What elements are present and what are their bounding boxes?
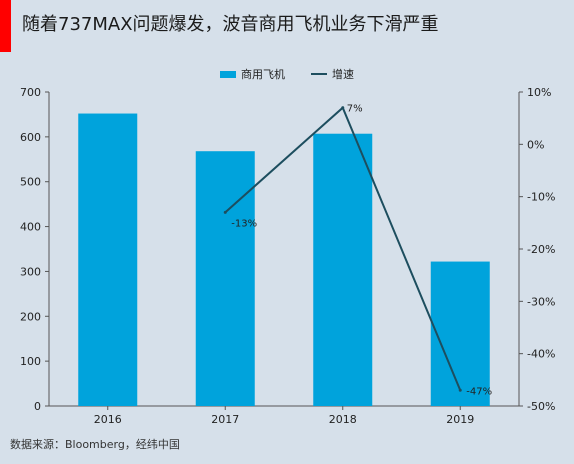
y-left-tick-label: 700	[20, 86, 41, 99]
legend: 商用飞机 增速	[0, 66, 574, 82]
y-right-tick-label: 10%	[527, 86, 551, 99]
y-right-tick-label: -50%	[527, 400, 555, 413]
chart-title: 随着737MAX问题爆发，波音商用飞机业务下滑严重	[22, 14, 439, 35]
growth-point	[341, 106, 345, 110]
growth-point	[458, 388, 462, 392]
y-left-tick-label: 200	[20, 310, 41, 323]
y-left-tick-label: 0	[34, 400, 41, 413]
bar	[430, 261, 490, 406]
y-left-tick-label: 100	[20, 355, 41, 368]
y-right-tick-label: -40%	[527, 348, 555, 361]
bar	[195, 151, 255, 406]
x-tick-label: 2017	[211, 413, 239, 426]
bar	[313, 133, 373, 406]
growth-data-label: -13%	[231, 218, 257, 229]
bar	[78, 113, 138, 406]
legend-line-swatch	[311, 73, 327, 75]
legend-item-line: 增速	[311, 66, 354, 82]
legend-line-label: 增速	[332, 68, 354, 81]
y-left-tick-label: 300	[20, 265, 41, 278]
legend-bar-swatch	[220, 70, 236, 78]
legend-item-bar: 商用飞机	[220, 66, 285, 82]
growth-data-label: 7%	[347, 104, 363, 115]
y-right-tick-label: -20%	[527, 243, 555, 256]
y-right-tick-label: 0%	[527, 138, 544, 151]
y-right-tick-label: -30%	[527, 295, 555, 308]
source-note: 数据来源：Bloomberg，经纬中国	[10, 438, 180, 451]
legend-bar-label: 商用飞机	[241, 68, 285, 81]
y-left-tick-label: 500	[20, 176, 41, 189]
x-tick-label: 2016	[94, 413, 122, 426]
y-left-tick-label: 400	[20, 221, 41, 234]
accent-bar	[0, 0, 11, 52]
x-tick-label: 2019	[446, 413, 474, 426]
growth-data-label: -47%	[466, 386, 492, 397]
y-left-tick-label: 600	[20, 131, 41, 144]
growth-point	[223, 210, 227, 214]
y-right-tick-label: -10%	[527, 191, 555, 204]
x-tick-label: 2018	[329, 413, 357, 426]
